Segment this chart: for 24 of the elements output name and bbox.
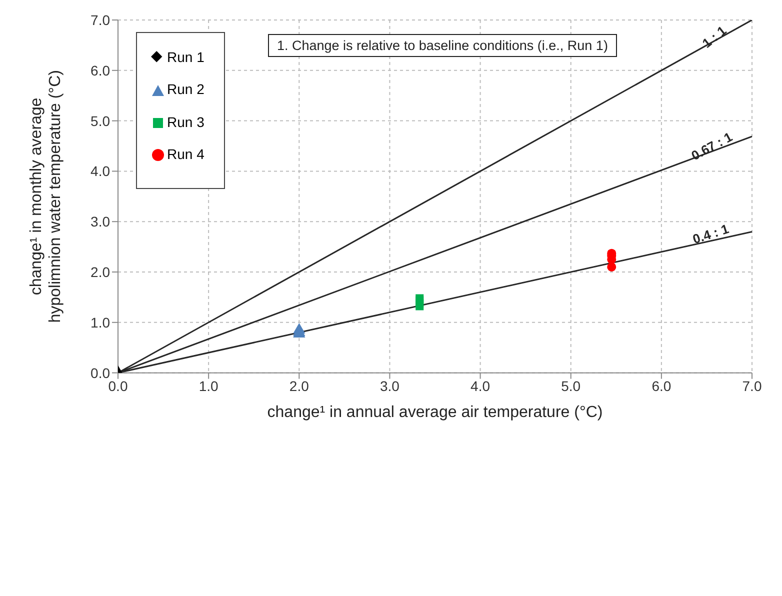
y-tick-label: 3.0 <box>90 214 110 230</box>
y-tick-label: 4.0 <box>90 163 110 180</box>
x-tick-label: 0.0 <box>108 378 128 394</box>
y-axis-title: change¹ in monthly average hypolimnion water temperature (°C) <box>28 70 64 323</box>
x-tick-label: 4.0 <box>470 378 490 394</box>
y-tick-label: 2.0 <box>90 264 110 280</box>
x-tick-label: 5.0 <box>561 378 581 394</box>
x-tick-label: 1.0 <box>198 378 219 394</box>
annotation: 1. Change is relative to baseline conditions (i.e., Run 1) <box>268 34 617 57</box>
y-tick-label: 1.0 <box>90 314 110 330</box>
legend-label: Run 4 <box>166 146 204 162</box>
x-axis-title: change¹ in annual average air temperature (°C) <box>267 404 603 421</box>
y-tick-label: 5.0 <box>90 112 110 129</box>
x-tick-label: 3.0 <box>380 378 400 394</box>
y-tick-label: 6.0 <box>90 62 110 78</box>
text: 0.4 : 1 <box>690 221 731 247</box>
legend-label: Run 2 <box>166 81 204 98</box>
x-tick-label: 6.0 <box>652 378 672 394</box>
legend-label: Run 3 <box>166 114 204 130</box>
y-tick-label: 0.0 <box>90 364 110 381</box>
x-tick-label: 7.0 <box>742 378 762 394</box>
x-tick-label: 2.0 <box>289 378 310 394</box>
y-tick-label: 7.0 <box>90 12 110 28</box>
legend-label: Run 1 <box>166 49 204 66</box>
